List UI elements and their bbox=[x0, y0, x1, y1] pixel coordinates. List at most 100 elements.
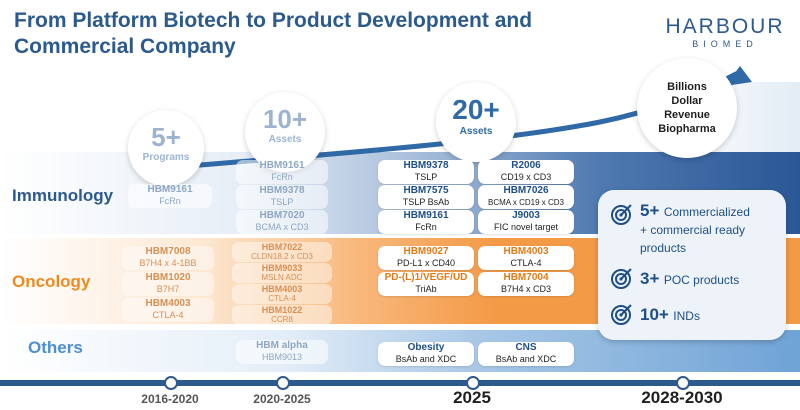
asset-desc: FcRn bbox=[159, 196, 181, 206]
assets-10-bubble: 10+ Assets bbox=[245, 92, 325, 172]
milestone-text: 3+ POC products bbox=[640, 268, 739, 291]
bubble-label: Programs bbox=[142, 152, 190, 163]
asset-desc: B7H4 x CD3 bbox=[500, 284, 552, 294]
milestone-label: INDs bbox=[673, 309, 700, 323]
asset-chip: HBM9027 PD-L1 x CD40 bbox=[378, 246, 474, 270]
timeline-dot bbox=[276, 376, 290, 390]
asset-desc: B7H7 bbox=[156, 284, 180, 294]
asset-chip: HBM7022 CLDN18.2 x CD3 bbox=[232, 242, 332, 262]
asset-name: HBM9378 bbox=[403, 160, 449, 171]
asset-desc: CTLA-4 bbox=[268, 294, 296, 303]
asset-name: HBM4003 bbox=[145, 298, 191, 309]
asset-name: HBM7575 bbox=[403, 185, 449, 196]
asset-desc: HBM9013 bbox=[261, 352, 303, 362]
asset-chip: HBM7575 TSLP BsAb bbox=[378, 185, 474, 209]
asset-desc: BCMA x CD19 x CD3 bbox=[487, 198, 565, 207]
asset-desc: TriAb bbox=[415, 284, 437, 294]
asset-name: J9003 bbox=[512, 210, 540, 221]
asset-chip: HBM9161 FcRn bbox=[128, 184, 212, 208]
asset-chip: HBM4003 CTLA-4 bbox=[122, 298, 214, 322]
milestone-number: 5+ bbox=[640, 201, 660, 220]
asset-name: HBM1022 bbox=[261, 305, 303, 315]
asset-name: HBM9033 bbox=[261, 263, 303, 273]
asset-name: HBM7004 bbox=[503, 272, 549, 283]
milestone-row: 10+ INDs bbox=[610, 304, 782, 328]
asset-desc: TSLP bbox=[270, 197, 294, 207]
asset-name: HBM9027 bbox=[403, 246, 449, 257]
target-icon bbox=[611, 268, 632, 289]
asset-name: R2006 bbox=[511, 160, 541, 171]
bubble-number: 20+ bbox=[452, 94, 500, 125]
milestone-text: 5+ Commercialized + commercial ready pro… bbox=[640, 202, 750, 257]
asset-chip: HBM9161 FcRn bbox=[378, 210, 474, 234]
category-immunology: Immunology bbox=[12, 186, 114, 205]
milestone-text: 10+ INDs bbox=[640, 304, 700, 327]
asset-desc: TSLP bbox=[414, 172, 438, 182]
bubble-number: 5+ bbox=[151, 122, 181, 152]
asset-name: PD-(L)1/VEGF/UD bbox=[384, 272, 468, 283]
harbour-biomed-logo: HARBOUR BIOMED bbox=[660, 16, 790, 50]
asset-desc: BsAb and XDC bbox=[395, 354, 457, 364]
asset-name: HBM7022 bbox=[261, 242, 303, 252]
asset-name: HBM7008 bbox=[145, 246, 191, 257]
asset-chip: HBM1020 B7H7 bbox=[122, 272, 214, 296]
milestone-row: 5+ Commercialized + commercial ready pro… bbox=[610, 202, 782, 257]
target-icon bbox=[611, 304, 632, 325]
asset-desc: MSLN ADC bbox=[261, 273, 303, 282]
asset-desc: B7H4 x 4-1BB bbox=[139, 258, 197, 268]
asset-name: HBM alpha bbox=[256, 340, 308, 351]
asset-desc: FIC novel target bbox=[493, 222, 559, 232]
timeline-label: 2020-2025 bbox=[253, 392, 311, 406]
asset-desc: BCMA x CD3 bbox=[255, 222, 309, 232]
programs-bubble: 5+ Programs bbox=[128, 110, 204, 186]
timeline-bar bbox=[0, 380, 800, 386]
asset-desc: PD-L1 x CD40 bbox=[396, 258, 456, 268]
asset-desc: TSLP BsAb bbox=[402, 197, 450, 207]
timeline-label: 2028-2030 bbox=[641, 388, 723, 407]
bubble-label: Assets bbox=[459, 126, 493, 137]
asset-chip: HBM7020 BCMA x CD3 bbox=[236, 210, 328, 234]
asset-chip: HBM7004 B7H4 x CD3 bbox=[478, 272, 574, 296]
asset-chip: HBM9161 FcRn bbox=[236, 160, 328, 184]
milestone-label: Commercialized bbox=[663, 205, 750, 219]
milestone-row: 3+ POC products bbox=[610, 268, 782, 292]
bubble-line: Dollar bbox=[671, 95, 703, 107]
target-icon bbox=[611, 204, 632, 225]
asset-name: HBM7026 bbox=[503, 185, 549, 196]
asset-name: HBM9161 bbox=[259, 160, 305, 171]
asset-name: HBM9161 bbox=[147, 184, 193, 195]
asset-desc: BsAb and XDC bbox=[495, 354, 557, 364]
milestone-label-line2: + commercial ready bbox=[640, 223, 746, 237]
asset-chip: HBM9378 TSLP bbox=[378, 160, 474, 184]
asset-name: HBM7020 bbox=[259, 210, 305, 221]
asset-chip: CNS BsAb and XDC bbox=[478, 342, 574, 366]
asset-name: HBM1020 bbox=[145, 272, 191, 283]
asset-chip: HBM7008 B7H4 x 4-1BB bbox=[122, 246, 214, 270]
asset-desc: CTLA-4 bbox=[510, 258, 542, 268]
asset-name: Obesity bbox=[407, 342, 445, 353]
asset-desc: CCR8 bbox=[271, 315, 293, 324]
category-others: Others bbox=[28, 338, 83, 357]
milestone-label: POC products bbox=[663, 273, 740, 287]
asset-name: HBM9378 bbox=[259, 185, 305, 196]
bubble-number: 10+ bbox=[262, 104, 308, 134]
billions-bubble: Billions Dollar Revenue Biopharma bbox=[637, 58, 737, 158]
asset-desc: FcRn bbox=[271, 172, 293, 182]
milestone-number: 3+ bbox=[640, 269, 660, 288]
milestones-panel: 5+ Commercialized + commercial ready pro… bbox=[598, 190, 786, 340]
asset-chip: HBM1022 CCR8 bbox=[232, 305, 332, 325]
timeline-label: 2016-2020 bbox=[141, 392, 199, 406]
bubble-line: Billions bbox=[667, 81, 707, 93]
timeline-dot bbox=[466, 376, 480, 390]
milestone-label-line3: products bbox=[640, 241, 687, 255]
bubble-line: Revenue bbox=[664, 109, 710, 121]
category-oncology: Oncology bbox=[12, 272, 91, 291]
asset-chip: HBM7026 BCMA x CD19 x CD3 bbox=[478, 185, 574, 209]
bubble-label: Assets bbox=[268, 134, 302, 145]
page-title: From Platform Biotech to Product Develop… bbox=[14, 9, 533, 58]
timeline-dot bbox=[164, 376, 178, 390]
asset-name: CNS bbox=[515, 342, 537, 353]
timeline-dot bbox=[676, 376, 690, 390]
asset-name: HBM4003 bbox=[261, 284, 303, 294]
asset-chip: PD-(L)1/VEGF/UD TriAb bbox=[378, 272, 474, 296]
